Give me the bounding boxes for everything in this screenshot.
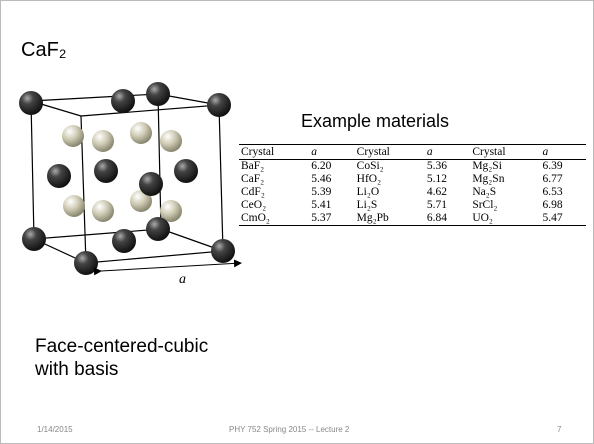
- table-cell: 5.36: [425, 160, 470, 174]
- table-caption: Example materials: [301, 111, 449, 132]
- footer-page: 7: [557, 425, 561, 434]
- lattice-label: a: [179, 272, 186, 287]
- table-cell: UO₂: [470, 212, 540, 226]
- table-cell: Mg₂Sn: [470, 173, 540, 186]
- table-cell: HfO₂: [355, 173, 425, 186]
- note-line: with basis: [35, 358, 208, 381]
- table-cell: Li₂O: [355, 186, 425, 199]
- table-cell: CaF₂: [239, 173, 309, 186]
- table-cell: 5.46: [309, 173, 354, 186]
- header-cell: a: [425, 145, 470, 160]
- slide: CaF₂ a Example materials Cr: [0, 0, 594, 444]
- table-cell: CmO₂: [239, 212, 309, 226]
- note: Face-centered-cubic with basis: [35, 335, 208, 381]
- lattice-arrow: [101, 263, 241, 271]
- table-cell: Li₂S: [355, 199, 425, 212]
- header-cell: Crystal: [239, 145, 309, 160]
- table-cell: 5.39: [309, 186, 354, 199]
- footer-center: PHY 752 Spring 2015 -- Lecture 2: [229, 425, 349, 434]
- table-cell: 5.71: [425, 199, 470, 212]
- slide-title: CaF₂: [21, 39, 67, 62]
- table-cell: Na₂S: [470, 186, 540, 199]
- table-cell: 6.84: [425, 212, 470, 226]
- table-cell: CdF₂: [239, 186, 309, 199]
- table-cell: 6.20: [309, 160, 354, 174]
- table-cell: 6.77: [541, 173, 587, 186]
- header-cell: Crystal: [470, 145, 540, 160]
- table-cell: 6.98: [541, 199, 587, 212]
- header-cell: a: [541, 145, 587, 160]
- table-cell: 5.12: [425, 173, 470, 186]
- table-cell: BaF₂: [239, 160, 309, 174]
- atoms: [19, 82, 235, 275]
- table-cell: 5.41: [309, 199, 354, 212]
- crystal-figure: a: [1, 71, 251, 291]
- table-cell: 6.39: [541, 160, 587, 174]
- footer-date: 1/14/2015: [37, 425, 73, 434]
- table-cell: 5.37: [309, 212, 354, 226]
- table-cell: SrCl₂: [470, 199, 540, 212]
- table-cell: Mg₂Si: [470, 160, 540, 174]
- table-cell: Mg₂Pb: [355, 212, 425, 226]
- table-cell: 5.47: [541, 212, 587, 226]
- table-cell: CeO₂: [239, 199, 309, 212]
- header-cell: a: [309, 145, 354, 160]
- note-line: Face-centered-cubic: [35, 335, 208, 358]
- table-cell: 6.53: [541, 186, 587, 199]
- table-cell: CoSi₂: [355, 160, 425, 174]
- header-cell: Crystal: [355, 145, 425, 160]
- table-cell: 4.62: [425, 186, 470, 199]
